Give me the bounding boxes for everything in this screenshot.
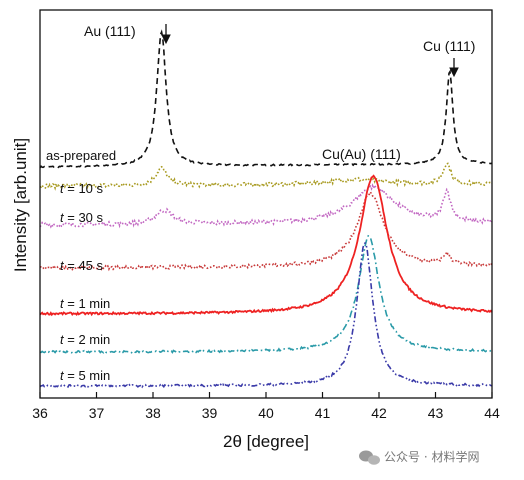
- x-tick-label: 44: [484, 405, 500, 421]
- wechat-icon: [359, 450, 380, 465]
- x-tick-label: 37: [89, 405, 105, 421]
- label-t-2min: t = 2 min: [60, 332, 110, 347]
- label-t-5min: t = 5 min: [60, 368, 110, 383]
- x-tick-label: 36: [32, 405, 48, 421]
- x-tick-label: 38: [145, 405, 161, 421]
- x-tick-label: 39: [202, 405, 218, 421]
- x-tick-label: 42: [371, 405, 387, 421]
- label-t-45s: t = 45 s: [60, 258, 104, 273]
- x-tick-label: 40: [258, 405, 274, 421]
- series-line-as-prepared: [39, 29, 493, 169]
- xrd-curves: [39, 29, 493, 389]
- label-t-30s: t = 30 s: [60, 210, 104, 225]
- x-axis-ticks: 36 37 38 39 40 41 42 43 44: [32, 392, 500, 421]
- series-line-t-30-s: [39, 183, 493, 229]
- cu-au-111-label: Cu(Au) (111): [322, 146, 401, 162]
- series-line-t-2-min: [39, 234, 493, 354]
- label-as-prepared: as-prepared: [46, 148, 116, 163]
- x-axis-title: 2θ [degree]: [223, 432, 309, 451]
- au-111-label: Au (111): [84, 23, 136, 39]
- x-tick-label: 43: [428, 405, 444, 421]
- y-axis-title: Intensity [arb.unit]: [11, 138, 30, 272]
- cu-111-label: Cu (111): [423, 38, 475, 54]
- series-line-t-10-s: [39, 162, 493, 191]
- au-111-arrow: [161, 24, 171, 45]
- watermark: 公众号 · 材料学网: [359, 449, 479, 465]
- series-line-t-45-s: [39, 190, 493, 272]
- x-tick-label: 41: [315, 405, 331, 421]
- watermark-text: 公众号 · 材料学网: [384, 449, 479, 464]
- series-line-t-1-min: [39, 174, 493, 317]
- label-t-1min: t = 1 min: [60, 296, 110, 311]
- label-t-10s: t = 10 s: [60, 181, 104, 196]
- cu-111-arrow: [449, 58, 459, 78]
